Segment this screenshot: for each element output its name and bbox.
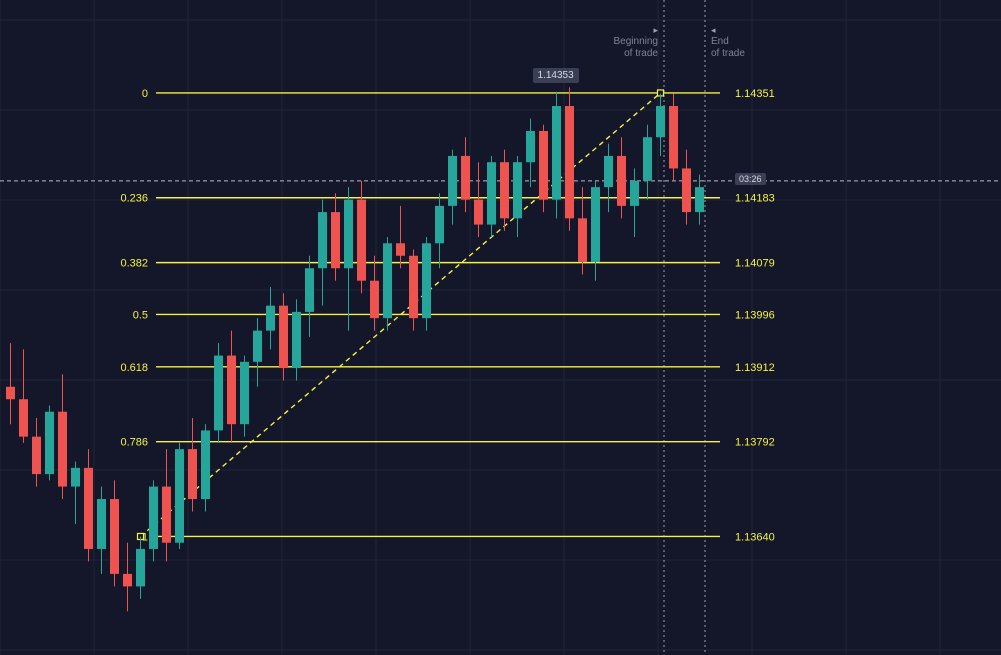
candle-body[interactable]: [487, 162, 496, 224]
fib-ratio-label: 0.382: [120, 258, 148, 270]
candle-body[interactable]: [643, 137, 652, 181]
candle-body[interactable]: [669, 106, 678, 168]
candle-body[interactable]: [19, 399, 28, 436]
event-label-line: of trade: [711, 48, 745, 60]
candle-body[interactable]: [526, 131, 535, 162]
fib-ratio-label: 0.618: [120, 362, 148, 374]
candle-body[interactable]: [695, 187, 704, 212]
candle-body[interactable]: [97, 499, 106, 549]
fib-price-label: 1.13912: [735, 362, 775, 374]
fib-price-label: 1.14183: [735, 193, 775, 205]
candlestick-chart[interactable]: 0 1.14351 0.236 1.14183 0.382 1.14079 0.5 1.139…: [0, 0, 1001, 655]
candle-body[interactable]: [682, 168, 691, 212]
fib-price-label: 1.13996: [735, 309, 775, 321]
candle-body[interactable]: [175, 449, 184, 543]
candle-body[interactable]: [552, 106, 561, 200]
candle-body[interactable]: [292, 312, 301, 368]
candle-body[interactable]: [617, 156, 626, 206]
candle-body[interactable]: [357, 200, 366, 281]
candle-body[interactable]: [474, 200, 483, 225]
candle-body[interactable]: [214, 356, 223, 431]
candle-body[interactable]: [578, 218, 587, 262]
candle-body[interactable]: [45, 412, 54, 474]
candle-body[interactable]: [500, 162, 509, 218]
candle-body[interactable]: [461, 156, 470, 200]
candle-body[interactable]: [84, 468, 93, 549]
candle-body[interactable]: [240, 362, 249, 424]
candle-body[interactable]: [656, 106, 665, 137]
candle-body[interactable]: [513, 162, 522, 218]
fib-ratio-label: 0.5: [133, 309, 148, 321]
candle-body[interactable]: [305, 268, 314, 312]
event-label-line: Beginning: [614, 36, 658, 48]
price-tooltip: 1.14353: [533, 68, 579, 83]
candle-body[interactable]: [539, 131, 548, 200]
candle-body[interactable]: [370, 281, 379, 318]
event-label-line: of trade: [614, 48, 658, 60]
candle-body[interactable]: [344, 200, 353, 269]
candle-body[interactable]: [227, 356, 236, 425]
candle-body[interactable]: [253, 331, 262, 362]
event-label-line: End: [711, 36, 745, 48]
candle-body[interactable]: [422, 243, 431, 318]
candle-body[interactable]: [149, 487, 158, 549]
countdown-badge: 03:26: [735, 173, 766, 185]
fib-price-label: 1.14351: [735, 88, 775, 100]
candle-body[interactable]: [123, 574, 132, 586]
candle-body[interactable]: [409, 256, 418, 318]
candle-body[interactable]: [448, 156, 457, 206]
candle-body[interactable]: [630, 181, 639, 206]
candle-body[interactable]: [32, 437, 41, 474]
candle-body[interactable]: [331, 212, 340, 268]
candle-body[interactable]: [71, 468, 80, 487]
fib-ratio-label: 0.786: [120, 437, 148, 449]
candle-body[interactable]: [266, 306, 275, 331]
candle-body[interactable]: [188, 449, 197, 499]
candle-body[interactable]: [383, 243, 392, 318]
fib-price-label: 1.13640: [735, 531, 775, 543]
candle-body[interactable]: [604, 156, 613, 187]
arrow-left-icon: ◂: [711, 24, 745, 36]
fib-price-label: 1.14079: [735, 258, 775, 270]
arrow-right-icon: ▸: [614, 24, 658, 36]
candle-body[interactable]: [110, 499, 119, 574]
end-trade-label: ◂Endof trade: [711, 24, 745, 60]
candle-body[interactable]: [6, 387, 15, 399]
candle-body[interactable]: [318, 212, 327, 268]
candle-body[interactable]: [565, 106, 574, 218]
fib-price-label: 1.13792: [735, 437, 775, 449]
candle-body[interactable]: [591, 187, 600, 262]
candle-body[interactable]: [279, 306, 288, 368]
fib-ratio-label: 0: [142, 88, 148, 100]
candle-body[interactable]: [162, 487, 171, 543]
candle-body[interactable]: [201, 430, 210, 499]
begin-trade-label: ▸Beginningof trade: [614, 24, 658, 60]
candle-body[interactable]: [58, 412, 67, 487]
fib-ratio-label: 0.236: [120, 193, 148, 205]
candle-body[interactable]: [136, 549, 145, 586]
candle-body[interactable]: [396, 243, 405, 255]
candle-body[interactable]: [435, 206, 444, 243]
